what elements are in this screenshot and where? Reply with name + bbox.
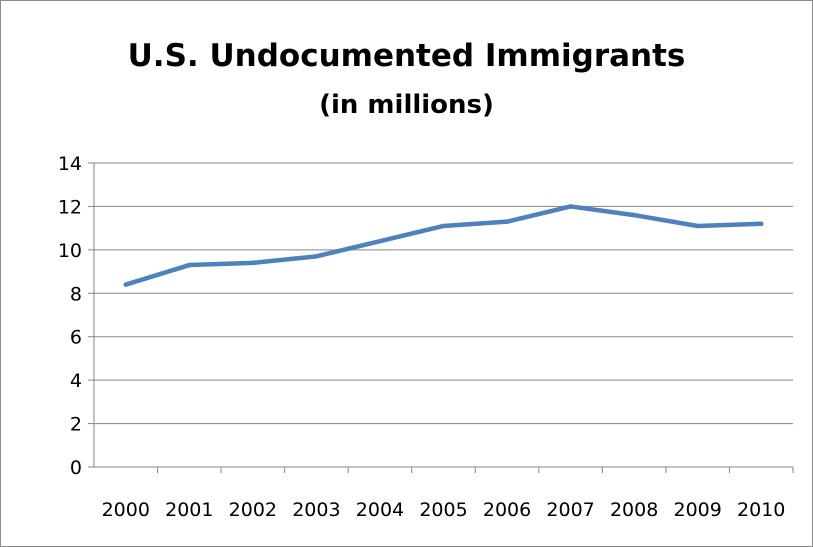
axes	[88, 162, 794, 473]
y-tick-label: 10	[58, 240, 82, 262]
x-tick-label: 2007	[546, 499, 594, 521]
data-point-2001	[187, 262, 192, 268]
y-tick-label: 8	[70, 283, 82, 305]
data-point-2005	[441, 223, 446, 229]
x-tick-label: 2009	[674, 499, 722, 521]
chart-subtitle: (in millions)	[319, 90, 494, 120]
y-tick-label: 12	[58, 196, 82, 218]
x-tick-label: 2008	[610, 499, 658, 521]
data-point-2000	[123, 282, 128, 287]
series-line	[123, 204, 764, 287]
y-tick-label: 14	[58, 153, 82, 175]
gridlines	[94, 162, 793, 425]
x-tick-label: 2003	[292, 499, 340, 521]
data-point-2002	[250, 260, 256, 266]
x-tick-label: 2010	[737, 499, 785, 521]
data-point-2004	[377, 238, 383, 244]
x-tick-labels: 2000 2001 2002 2003 2004 2005 2006 2007 2008 2009…	[102, 499, 786, 521]
data-point-2008	[631, 212, 637, 218]
chart-title: U.S. Undocumented Immigrants	[127, 38, 686, 74]
y-tick-labels: 0 2 4 6 8 10 12 14	[58, 153, 82, 479]
data-point-2007	[568, 204, 573, 209]
y-tick-label: 0	[70, 457, 82, 479]
x-tick-label: 2000	[102, 499, 150, 521]
data-point-2009	[695, 223, 700, 229]
series-group	[123, 204, 764, 287]
x-tick-label: 2005	[419, 499, 467, 521]
x-tick-label: 2001	[165, 499, 213, 521]
data-point-2010	[759, 221, 764, 226]
x-tick-label: 2002	[229, 499, 277, 521]
x-tick-label: 2006	[483, 499, 531, 521]
y-tick-label: 4	[70, 370, 82, 392]
y-tick-label: 6	[70, 327, 82, 349]
x-tick-label: 2004	[356, 499, 404, 521]
y-tick-label: 2	[70, 414, 82, 436]
data-point-2003	[314, 254, 319, 259]
data-point-2006	[504, 219, 510, 224]
